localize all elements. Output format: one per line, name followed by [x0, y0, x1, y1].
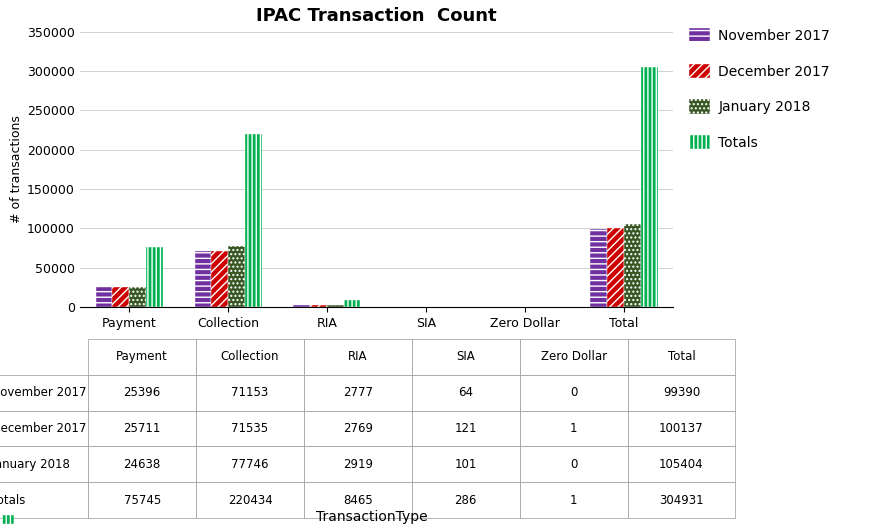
Bar	[607, 228, 624, 307]
Bar	[344, 300, 361, 307]
Bar	[129, 287, 146, 307]
FancyBboxPatch shape	[2, 515, 14, 524]
Bar	[245, 133, 261, 307]
Legend: November 2017, December 2017, January 2018, Totals: November 2017, December 2017, January 20…	[689, 28, 830, 150]
Bar	[228, 245, 245, 307]
FancyBboxPatch shape	[2, 515, 14, 524]
Bar	[195, 251, 212, 307]
Text: TransactionType: TransactionType	[316, 510, 428, 524]
Y-axis label: # of transactions: # of transactions	[10, 115, 23, 223]
Bar	[113, 287, 129, 307]
Bar	[293, 305, 310, 307]
Title: IPAC Transaction  Count: IPAC Transaction Count	[256, 7, 497, 25]
Bar	[327, 305, 344, 307]
Bar	[212, 251, 228, 307]
Bar	[96, 287, 113, 307]
Bar	[590, 229, 607, 307]
FancyBboxPatch shape	[2, 515, 14, 524]
Bar	[641, 67, 657, 307]
Bar	[310, 305, 327, 307]
FancyBboxPatch shape	[2, 515, 14, 524]
Bar	[146, 247, 163, 307]
Bar	[624, 224, 641, 307]
